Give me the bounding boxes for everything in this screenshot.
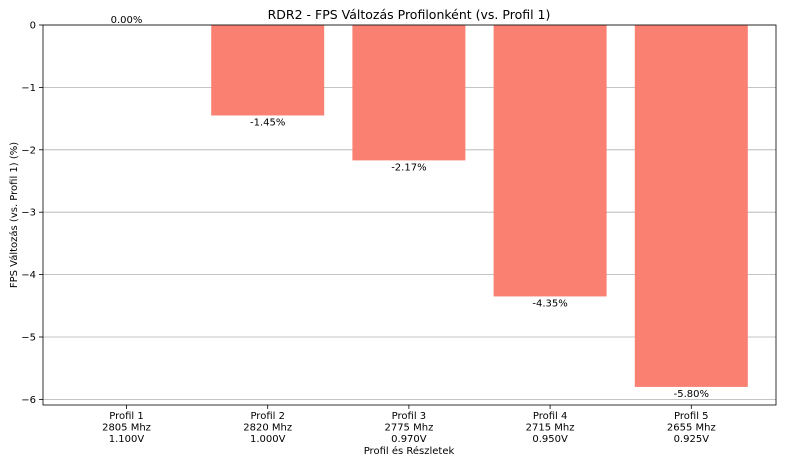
y-axis-ticks: 0 −1 −2 −3 −4 −5 −6: [21, 21, 43, 406]
x-tick-label: Profil 4: [533, 411, 567, 422]
data-label: -5.80%: [674, 389, 709, 400]
y-tick-label: −5: [21, 332, 36, 343]
x-tick-label: 1.000V: [250, 434, 286, 445]
bar: [634, 25, 748, 387]
bars: [211, 25, 748, 387]
x-tick-label: 1.100V: [109, 434, 145, 445]
y-tick-label: −4: [21, 270, 36, 281]
x-tick-label: 2715 Mhz: [526, 423, 575, 434]
data-label: -2.17%: [391, 162, 426, 173]
data-label: 0.00%: [111, 15, 143, 26]
y-tick-label: −2: [21, 145, 36, 156]
bar: [211, 25, 325, 116]
data-labels: 0.00% -1.45% -2.17% -4.35% -5.80%: [111, 15, 709, 400]
y-tick-label: −3: [21, 208, 36, 219]
x-tick-label: 2805 Mhz: [102, 423, 151, 434]
x-tick-label: 2655 Mhz: [667, 423, 716, 434]
x-tick-label: 0.925V: [674, 434, 710, 445]
x-tick-label: Profil 5: [674, 411, 708, 422]
plot-frame: [42, 24, 777, 406]
x-tick-label: 0.950V: [532, 434, 568, 445]
x-axis-label: Profil és Részletek: [364, 445, 455, 457]
x-tick-label: Profil 2: [250, 411, 284, 422]
x-tick-label: 2820 Mhz: [243, 423, 292, 434]
x-tick-label: Profil 1: [109, 411, 143, 422]
y-axis-label: FPS Változás (vs. Profil 1) (%): [8, 142, 20, 288]
x-tick-label: Profil 3: [392, 411, 426, 422]
y-tick-label: −1: [21, 83, 36, 94]
bar: [352, 25, 466, 161]
chart-title: RDR2 - FPS Változás Profilonként (vs. Pr…: [268, 7, 551, 22]
data-label: -4.35%: [532, 298, 567, 309]
x-tick-label: 2775 Mhz: [384, 423, 433, 434]
y-tick-label: −6: [21, 395, 36, 406]
y-tick-label: 0: [30, 21, 36, 32]
x-tick-label: 0.970V: [391, 434, 427, 445]
data-label: -1.45%: [250, 117, 285, 128]
bar: [493, 25, 607, 297]
